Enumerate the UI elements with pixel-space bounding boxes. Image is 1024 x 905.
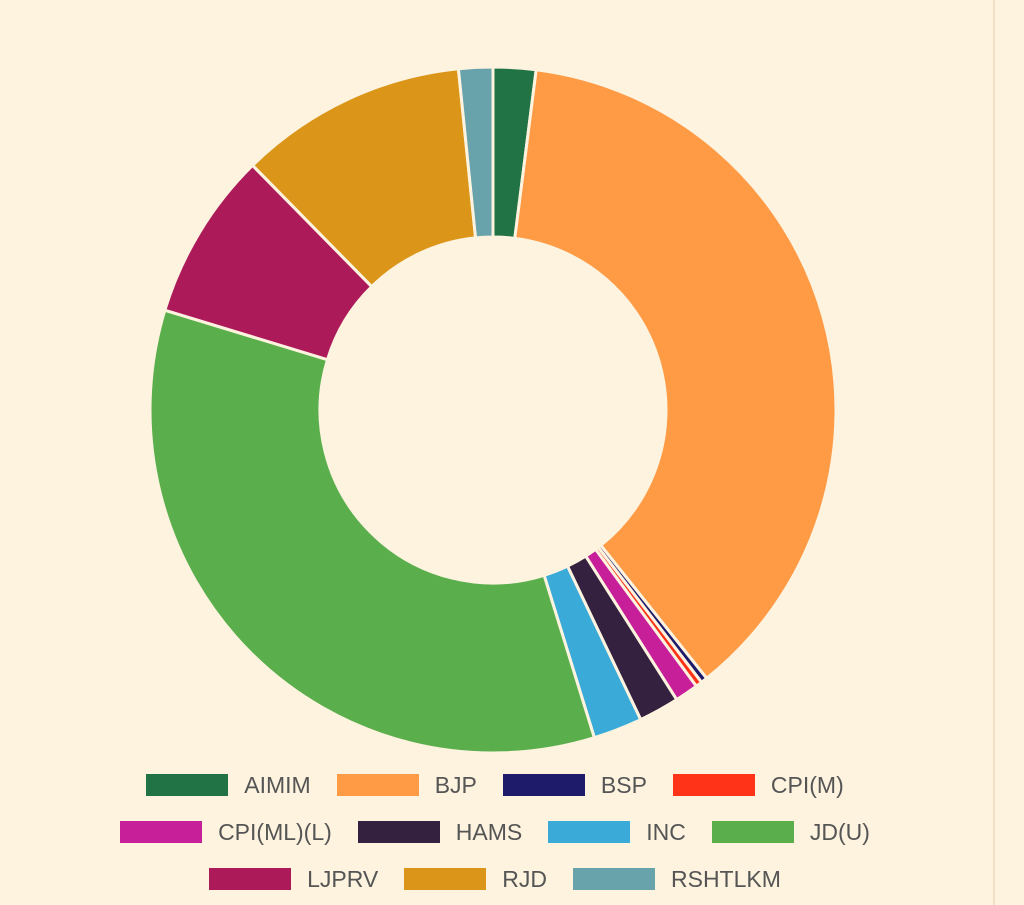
legend-label: BJP: [434, 771, 477, 798]
legend-swatch: [336, 774, 419, 796]
legend-swatch: [548, 821, 631, 843]
legend-label: BSP: [600, 771, 647, 798]
legend-swatch: [573, 868, 655, 890]
legend-item[interactable]: INC: [548, 819, 686, 845]
legend-swatch: [502, 774, 585, 796]
legend-label: INC: [646, 818, 686, 845]
legend-label: AIMIM: [244, 771, 311, 798]
legend-item[interactable]: JD(U): [711, 818, 870, 845]
legend-swatch: [404, 868, 487, 890]
legend-label: RSHTLKM: [671, 865, 781, 892]
legend-label: HAMS: [455, 818, 523, 845]
legend-item[interactable]: RJD: [404, 866, 547, 892]
legend-swatch: [120, 821, 203, 843]
legend-item[interactable]: LJPRV: [209, 866, 378, 892]
legend-item[interactable]: HAMS: [357, 818, 523, 845]
slice: [513, 68, 838, 681]
legend-item[interactable]: BSP: [502, 771, 647, 798]
legend-item[interactable]: BJP: [336, 771, 477, 798]
panel-edge: [993, 0, 1024, 905]
legend-swatch: [209, 868, 292, 890]
legend-swatch: [711, 821, 794, 843]
slice: [456, 65, 495, 240]
legend-item[interactable]: RSHTLKM: [573, 866, 781, 892]
chart: [148, 65, 838, 755]
legend-swatch: [672, 774, 755, 796]
legend-swatch: [146, 774, 229, 796]
legend-swatch: [357, 821, 440, 843]
legend-label: CPI(ML)(L): [218, 818, 332, 845]
legend-item[interactable]: AIMIM: [146, 771, 311, 798]
legend-label: CPI(M): [770, 771, 844, 798]
legend-item[interactable]: CPI(M): [672, 771, 844, 798]
legend-item[interactable]: CPI(ML)(L): [120, 819, 332, 845]
slice: [148, 308, 597, 755]
slice: [250, 67, 478, 289]
legend-label: LJPRV: [307, 865, 379, 892]
legend-label: JD(U): [809, 818, 870, 845]
legend-label: RJD: [502, 865, 547, 892]
legend: AIMIM BJP BSP CPI(M) CPI(ML)(L) HAMS INC JD(U) L…: [90, 772, 900, 892]
